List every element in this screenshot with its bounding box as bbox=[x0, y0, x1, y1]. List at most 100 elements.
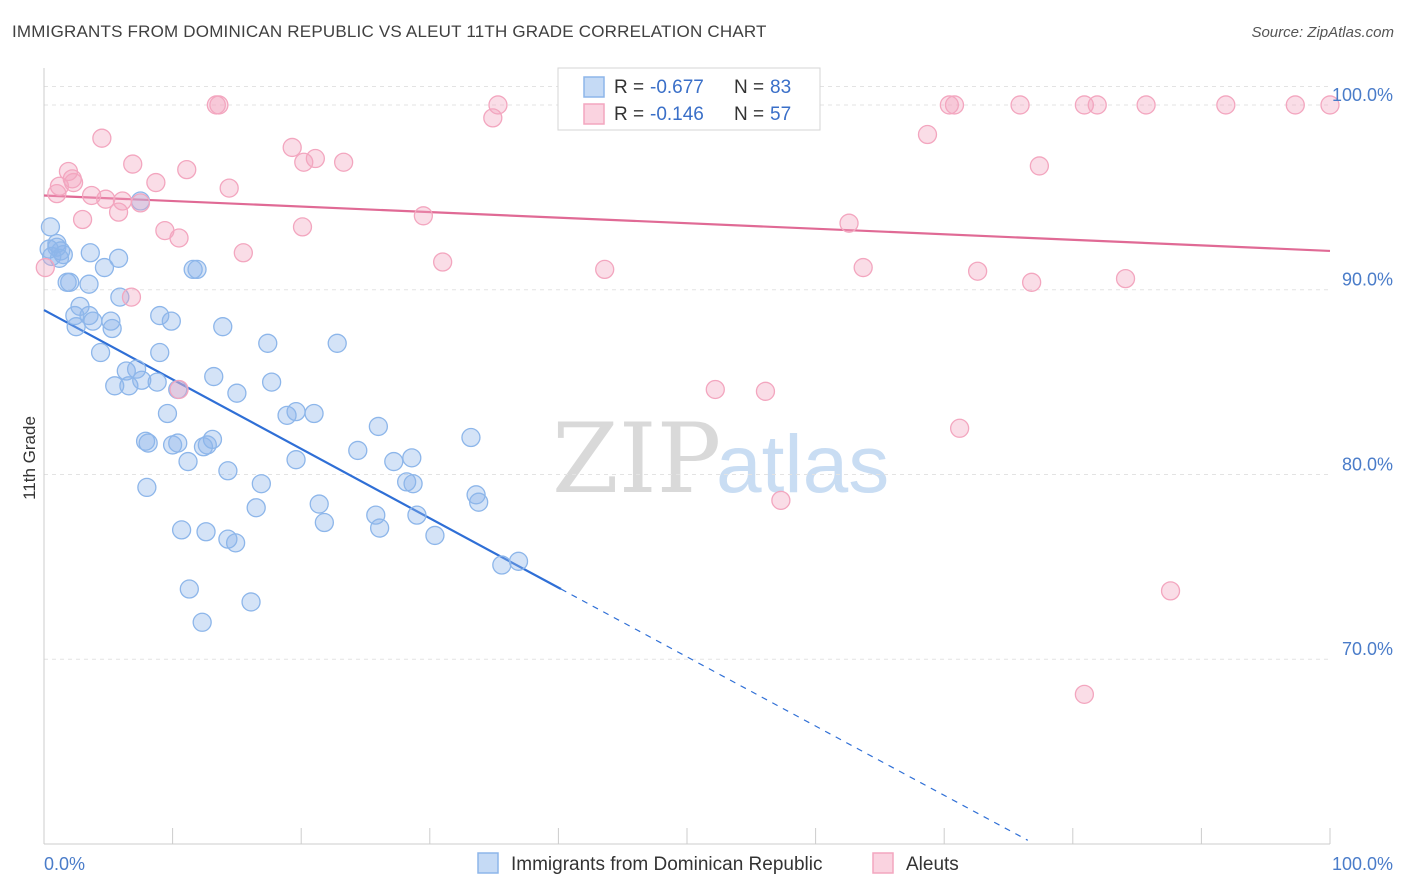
legend-n-value-aleuts: 57 bbox=[770, 104, 791, 125]
data-point bbox=[384, 451, 404, 472]
data-point bbox=[292, 217, 313, 237]
legend-r-label: R = bbox=[614, 77, 644, 98]
data-point bbox=[105, 376, 125, 396]
data-point bbox=[157, 403, 178, 424]
data-point bbox=[755, 381, 776, 401]
data-point bbox=[305, 148, 325, 169]
data-point bbox=[1115, 268, 1136, 289]
data-point bbox=[233, 243, 253, 263]
data-point bbox=[368, 416, 389, 437]
series-points-0 bbox=[39, 191, 529, 632]
chart-title: IMMIGRANTS FROM DOMINICAN REPUBLIC VS AL… bbox=[12, 22, 767, 41]
data-point bbox=[161, 311, 181, 331]
data-point bbox=[425, 525, 445, 546]
data-point bbox=[413, 206, 434, 226]
data-point bbox=[939, 95, 959, 115]
data-point bbox=[1285, 95, 1305, 115]
data-point bbox=[286, 402, 306, 422]
data-point bbox=[81, 185, 102, 206]
data-point bbox=[146, 172, 166, 193]
data-point bbox=[168, 433, 188, 453]
y-tick-label: 90.0% bbox=[1342, 270, 1393, 290]
data-point bbox=[1074, 684, 1095, 704]
data-point bbox=[461, 427, 481, 448]
data-point bbox=[246, 498, 266, 518]
gridlines bbox=[44, 85, 1330, 660]
data-point bbox=[102, 318, 122, 339]
data-point bbox=[1021, 272, 1042, 292]
data-point bbox=[466, 485, 486, 505]
data-point bbox=[1136, 95, 1156, 115]
axes bbox=[43, 68, 1331, 845]
legend-r-label: R = bbox=[614, 104, 644, 125]
data-point bbox=[169, 379, 189, 400]
data-point bbox=[1216, 95, 1236, 115]
data-point bbox=[90, 342, 111, 363]
trend-line-extension-0 bbox=[560, 588, 1029, 841]
data-point bbox=[403, 474, 423, 494]
legend: R = -0.677 N = 83 R = -0.146 N = 57 bbox=[557, 67, 821, 131]
data-point bbox=[433, 252, 453, 272]
bottom-legend: Immigrants from Dominican Republic Aleut… bbox=[477, 852, 959, 875]
data-point bbox=[469, 492, 489, 512]
data-point bbox=[202, 429, 223, 450]
data-point bbox=[94, 257, 115, 278]
data-point bbox=[132, 370, 152, 390]
data-point bbox=[66, 317, 86, 337]
data-point bbox=[35, 257, 55, 278]
y-tick-label: 70.0% bbox=[1342, 639, 1393, 659]
y-tick-label: 80.0% bbox=[1342, 454, 1393, 474]
data-point bbox=[333, 152, 354, 172]
data-point bbox=[178, 451, 198, 472]
y-axis-title: 11th Grade bbox=[20, 416, 39, 500]
data-point bbox=[169, 228, 189, 248]
data-point bbox=[96, 189, 116, 209]
data-point bbox=[227, 383, 247, 403]
watermark-zip: ZIP bbox=[552, 403, 721, 515]
data-point bbox=[49, 176, 70, 196]
data-point bbox=[949, 418, 970, 438]
data-point bbox=[83, 311, 103, 331]
data-point bbox=[187, 259, 207, 280]
data-point bbox=[1087, 95, 1107, 115]
data-point bbox=[967, 261, 988, 281]
data-point bbox=[369, 518, 390, 538]
watermark-atlas: atlas bbox=[716, 419, 889, 510]
data-point bbox=[72, 209, 93, 230]
data-point bbox=[204, 366, 224, 387]
data-point bbox=[407, 505, 427, 525]
data-point bbox=[47, 233, 67, 254]
data-point bbox=[225, 533, 246, 553]
data-point bbox=[1010, 95, 1030, 115]
data-point bbox=[150, 305, 170, 326]
data-point bbox=[483, 108, 503, 128]
data-point bbox=[63, 172, 84, 193]
data-point bbox=[294, 152, 314, 172]
data-point bbox=[179, 579, 199, 599]
data-point bbox=[309, 494, 329, 514]
legend-r-value-aleuts: -0.146 bbox=[650, 104, 704, 125]
data-point bbox=[853, 257, 873, 278]
data-point bbox=[40, 217, 61, 237]
bottom-legend-swatch-aleuts bbox=[872, 852, 894, 874]
data-point bbox=[192, 612, 212, 632]
data-point bbox=[123, 154, 143, 174]
legend-swatch-dominican bbox=[583, 76, 605, 98]
data-point bbox=[218, 461, 238, 481]
data-point bbox=[60, 272, 80, 292]
data-point bbox=[47, 183, 67, 204]
trend-lines bbox=[43, 194, 1331, 841]
data-point bbox=[705, 379, 725, 400]
trend-line-0 bbox=[43, 309, 562, 590]
data-point bbox=[108, 248, 129, 268]
data-point bbox=[1029, 156, 1050, 176]
data-point bbox=[126, 359, 147, 379]
data-point bbox=[771, 490, 791, 510]
y-tick-label: 100.0% bbox=[1332, 85, 1393, 105]
data-points bbox=[35, 95, 1340, 704]
data-point bbox=[282, 137, 302, 158]
data-point bbox=[80, 243, 100, 263]
data-point bbox=[92, 128, 112, 148]
bottom-legend-swatch-dominican bbox=[477, 852, 499, 874]
data-point bbox=[304, 403, 324, 424]
